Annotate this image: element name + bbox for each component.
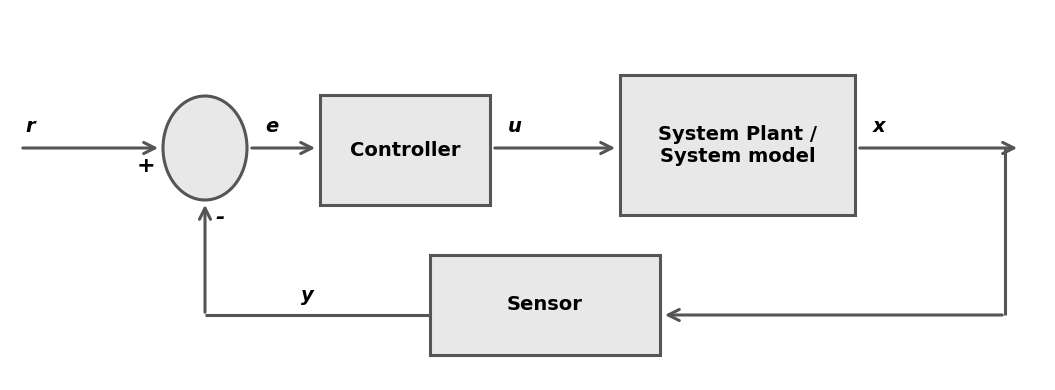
Text: -: - bbox=[215, 208, 225, 228]
Text: +: + bbox=[136, 156, 155, 176]
Text: y: y bbox=[301, 286, 313, 305]
Text: e: e bbox=[265, 117, 279, 136]
Text: r: r bbox=[25, 117, 35, 136]
Text: x: x bbox=[872, 117, 885, 136]
Text: System Plant /
System model: System Plant / System model bbox=[658, 124, 817, 165]
FancyBboxPatch shape bbox=[320, 95, 490, 205]
Ellipse shape bbox=[164, 96, 247, 200]
Text: Controller: Controller bbox=[350, 140, 460, 160]
FancyBboxPatch shape bbox=[620, 75, 855, 215]
Text: Sensor: Sensor bbox=[507, 296, 583, 314]
Text: u: u bbox=[509, 117, 522, 136]
FancyBboxPatch shape bbox=[430, 255, 660, 355]
